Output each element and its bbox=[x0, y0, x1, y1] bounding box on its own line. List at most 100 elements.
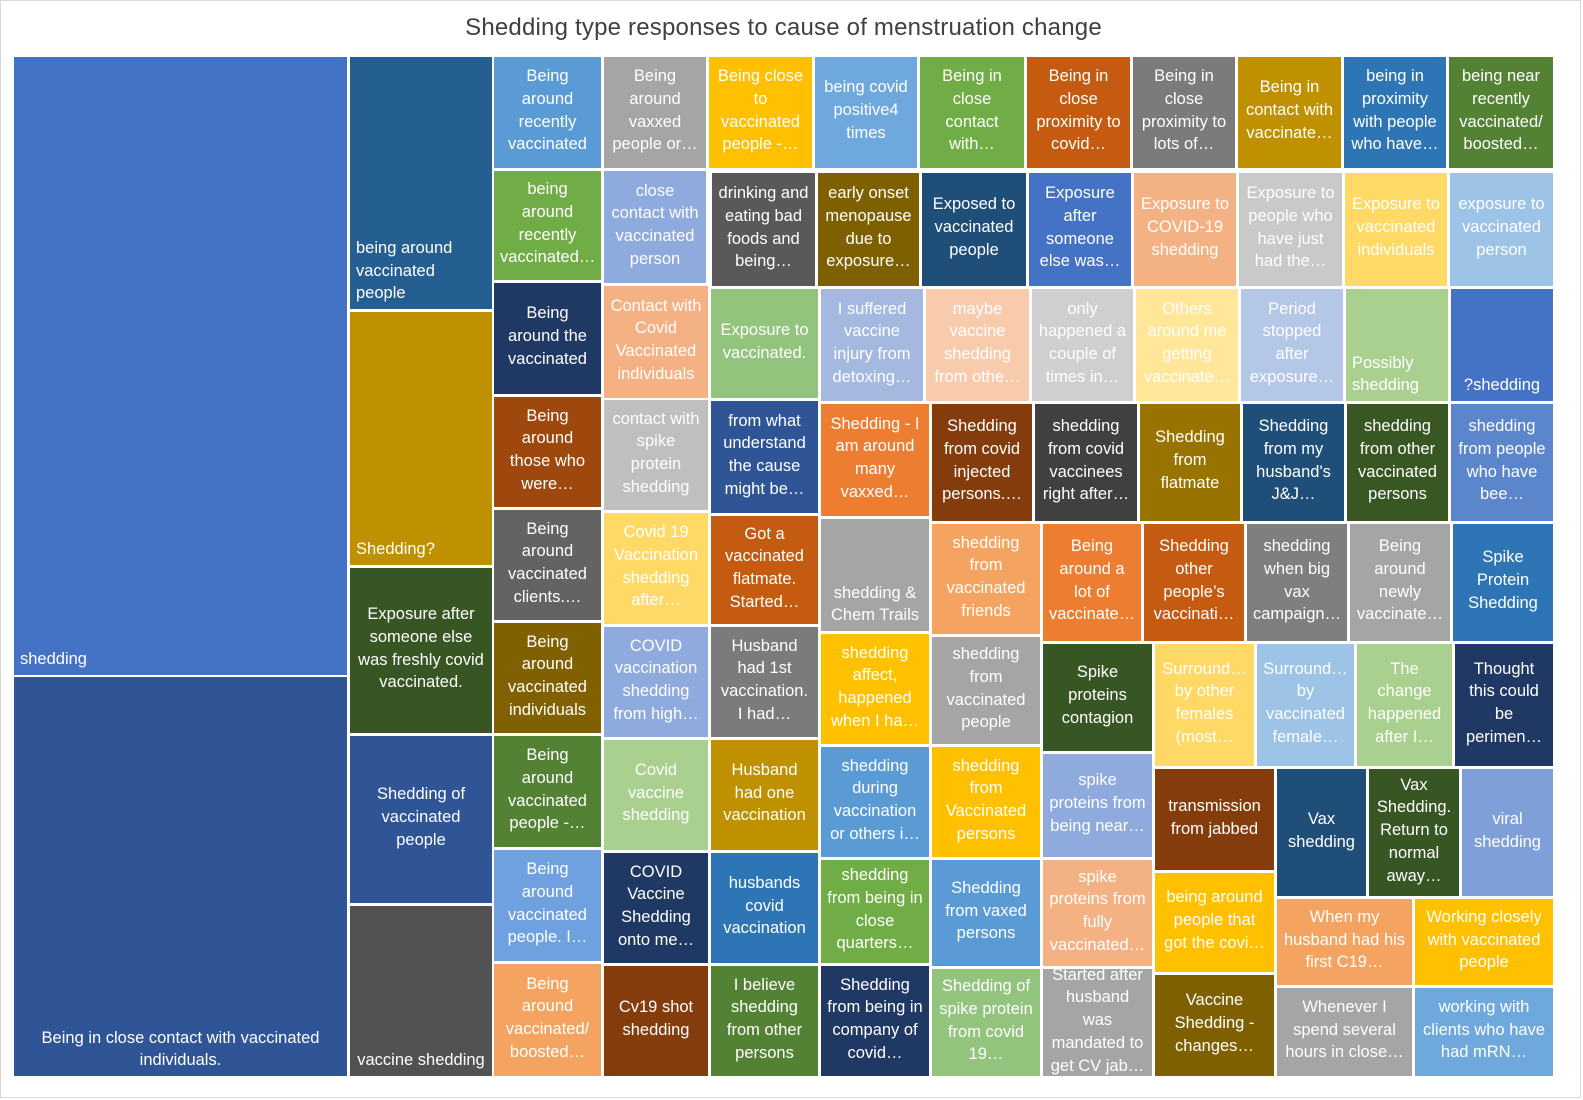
treemap-cell: Shedding from flatmate bbox=[1140, 404, 1240, 521]
treemap-cell-label: Exposure to people who have just had the… bbox=[1246, 184, 1335, 271]
treemap-cell-label: When my husband had his first C19… bbox=[1283, 907, 1406, 972]
treemap-cell-label: Shedding from being in company of covid… bbox=[827, 975, 923, 1062]
treemap-cell: shedding from covid vaccinees right afte… bbox=[1035, 404, 1137, 521]
treemap-cell-label: Exposure to vaccinated individuals bbox=[1351, 195, 1441, 259]
treemap-cell: being in proximity with people who have… bbox=[1344, 57, 1446, 168]
treemap-cell: maybe vaccine shedding from othe… bbox=[926, 289, 1029, 401]
treemap-cell-label: Surround… by other females (most… bbox=[1162, 659, 1247, 746]
treemap-cell-label: shedding from vaccinated friends bbox=[946, 533, 1026, 620]
treemap-cell-label: early onset menopause due to exposure… bbox=[825, 184, 912, 271]
treemap-cell: Shedding of spike protein from covid 19… bbox=[932, 969, 1040, 1076]
treemap-cell-label: shedding from covid vaccinees right afte… bbox=[1042, 417, 1130, 504]
treemap-cell: Got a vaccinated flatmate. Started… bbox=[711, 516, 818, 624]
treemap-cell: Being around vaccinated/ boosted… bbox=[494, 964, 601, 1076]
treemap-cell-label: only happened a couple of times in… bbox=[1038, 299, 1127, 386]
treemap-cell: husbands covid vaccination bbox=[711, 853, 818, 963]
treemap-cell: ?shedding bbox=[1451, 289, 1553, 401]
treemap-cell-label: vaccine shedding bbox=[357, 1051, 485, 1070]
treemap-cell: Thought this could be perimen… bbox=[1455, 644, 1553, 766]
treemap-cell: Husband had 1st vaccination. I had… bbox=[711, 627, 818, 737]
treemap-cell: Shedding - I am around many vaxxed… bbox=[821, 404, 929, 516]
treemap-cell: shedding affect, happened when I ha… bbox=[821, 634, 929, 744]
treemap-cell: from what understand the cause might be… bbox=[711, 401, 818, 513]
treemap-cell-label: shedding from being in close quarters… bbox=[827, 866, 923, 953]
treemap-cell: Shedding? bbox=[350, 312, 492, 565]
treemap-cell: close contact with vaccinated person bbox=[604, 171, 706, 283]
treemap-cell: spike proteins from fully vaccinated… bbox=[1043, 860, 1152, 966]
treemap-cell: contact with spike protein shedding bbox=[604, 400, 708, 510]
treemap-cell: Shedding from my husband's J&J… bbox=[1243, 404, 1344, 521]
treemap-cell: drinking and eating bad foods and being… bbox=[712, 173, 815, 286]
treemap-cell: Shedding from being in company of covid… bbox=[821, 966, 929, 1076]
treemap-cell: vaccine shedding bbox=[350, 906, 492, 1076]
treemap-cell: Exposure to people who have just had the… bbox=[1239, 173, 1342, 286]
treemap-cell: early onset menopause due to exposure… bbox=[818, 173, 919, 286]
treemap-cell-label: Shedding? bbox=[356, 540, 435, 559]
treemap-cell: Contact with Covid Vaccinated individual… bbox=[604, 286, 708, 398]
treemap-cell-label: Shedding other people’s vaccinati… bbox=[1153, 537, 1235, 624]
treemap-cell-label: spike proteins from fully vaccinated… bbox=[1049, 867, 1146, 954]
treemap-cell-label: Shedding from covid injected persons.… bbox=[942, 417, 1022, 504]
treemap-cell-label: shedding bbox=[20, 650, 87, 669]
treemap-cell: shedding & Chem Trails bbox=[821, 519, 929, 631]
treemap-cell-label: Got a vaccinated flatmate. Started… bbox=[725, 524, 804, 611]
treemap-cell: Working closely with vaccinated people bbox=[1415, 899, 1553, 985]
treemap-cell: being around recently vaccinated… bbox=[494, 171, 601, 280]
treemap-cell-label: Being around vaccinated individuals bbox=[508, 632, 587, 719]
treemap-cell-label: Being in close contact with… bbox=[942, 67, 1002, 154]
treemap-cell: Being around a lot of vaccinate… bbox=[1043, 524, 1141, 641]
treemap-cell: Surround… by vaccinated female… bbox=[1257, 644, 1354, 766]
treemap-cell-label: Husband had one vaccination bbox=[723, 760, 806, 825]
treemap-cell: Being around newly vaccinate… bbox=[1350, 524, 1450, 641]
treemap-cell-label: viral shedding bbox=[1474, 809, 1541, 851]
treemap-cell-label: shedding from other vaccinated persons bbox=[1358, 417, 1437, 504]
treemap-cell-label: Being around those who were… bbox=[509, 406, 586, 493]
treemap-cell-label: Shedding of vaccinated people bbox=[376, 785, 466, 849]
treemap-cell-label: Being around newly vaccinate… bbox=[1356, 537, 1444, 624]
treemap-cell-label: I believe shedding from other persons bbox=[726, 975, 803, 1062]
treemap-cell: Being close to vaccinated people -… bbox=[709, 57, 812, 168]
treemap-cell-label: Being around recently vaccinated bbox=[508, 67, 587, 154]
treemap-cell-label: Contact with Covid Vaccinated individual… bbox=[610, 296, 702, 383]
treemap-cell-label: shedding from people who have bee… bbox=[1458, 417, 1546, 504]
treemap-cell-label: Being in close contact with vaccinated i… bbox=[41, 1028, 320, 1070]
treemap-cell-label: shedding when big vax campaign… bbox=[1253, 537, 1342, 624]
treemap-cell-label: spike proteins from being near… bbox=[1049, 771, 1146, 835]
treemap-cell-label: Shedding from flatmate bbox=[1155, 428, 1225, 492]
treemap-cell: shedding during vaccination or others i… bbox=[821, 747, 929, 857]
treemap-cell: being near recently vaccinated/ boosted… bbox=[1449, 57, 1553, 168]
treemap-cell: shedding bbox=[14, 57, 347, 675]
treemap-cell-label: working with clients who have had mRN… bbox=[1423, 997, 1545, 1062]
treemap-cell: Shedding other people’s vaccinati… bbox=[1144, 524, 1244, 641]
treemap-cell: Covid 19 Vaccination shedding after… bbox=[604, 513, 708, 624]
treemap-cell-label: Surround… by vaccinated female… bbox=[1263, 659, 1348, 746]
treemap-cell: Vax Shedding. Return to normal away… bbox=[1369, 769, 1459, 896]
treemap-cell-label: maybe vaccine shedding from othe… bbox=[934, 299, 1021, 386]
treemap-cell: viral shedding bbox=[1462, 769, 1553, 896]
treemap-cell-label: Exposure after someone else was… bbox=[1039, 184, 1121, 271]
treemap-cell: transmission from jabbed bbox=[1155, 769, 1274, 870]
treemap-cell-label: Shedding - I am around many vaxxed… bbox=[830, 414, 920, 501]
treemap-cell: Vaccine Shedding - changes… bbox=[1155, 975, 1274, 1076]
treemap-cell-label: being covid positive4 times bbox=[824, 78, 908, 142]
treemap-cell: Exposed to vaccinated people bbox=[922, 173, 1026, 286]
treemap-cell-label: Period stopped after exposure… bbox=[1249, 299, 1335, 386]
treemap-cell: Being around vaxxed people or… bbox=[604, 57, 706, 168]
treemap-cell: I suffered vaccine injury from detoxing… bbox=[821, 289, 923, 401]
treemap-cell: Being in close proximity to lots of… bbox=[1133, 57, 1235, 168]
treemap-cell-label: Being in close proximity to lots of… bbox=[1141, 67, 1227, 154]
treemap-cell-label: shedding from vaccinated people bbox=[946, 645, 1026, 732]
treemap-cell: Being around vaccinated people. I… bbox=[494, 850, 601, 961]
treemap-cell: Shedding of vaccinated people bbox=[350, 736, 492, 903]
treemap-cell-label: being around recently vaccinated… bbox=[500, 180, 596, 267]
treemap-cell-label: Exposure to COVID-19 shedding bbox=[1140, 195, 1230, 259]
treemap-cell: The change happened after I… bbox=[1357, 644, 1452, 766]
treemap-cell-label: The change happened after I… bbox=[1367, 659, 1442, 746]
treemap-cell: Being around vaccinated clients.… bbox=[494, 510, 601, 620]
treemap-cell-label: Spike Protein Shedding bbox=[1468, 548, 1538, 612]
treemap-cell: Being around the vaccinated bbox=[494, 283, 601, 394]
treemap-cell: Vax shedding bbox=[1277, 769, 1366, 896]
treemap-cell: I believe shedding from other persons bbox=[711, 966, 818, 1076]
treemap-cell: Started after husband was mandated to ge… bbox=[1043, 969, 1152, 1076]
